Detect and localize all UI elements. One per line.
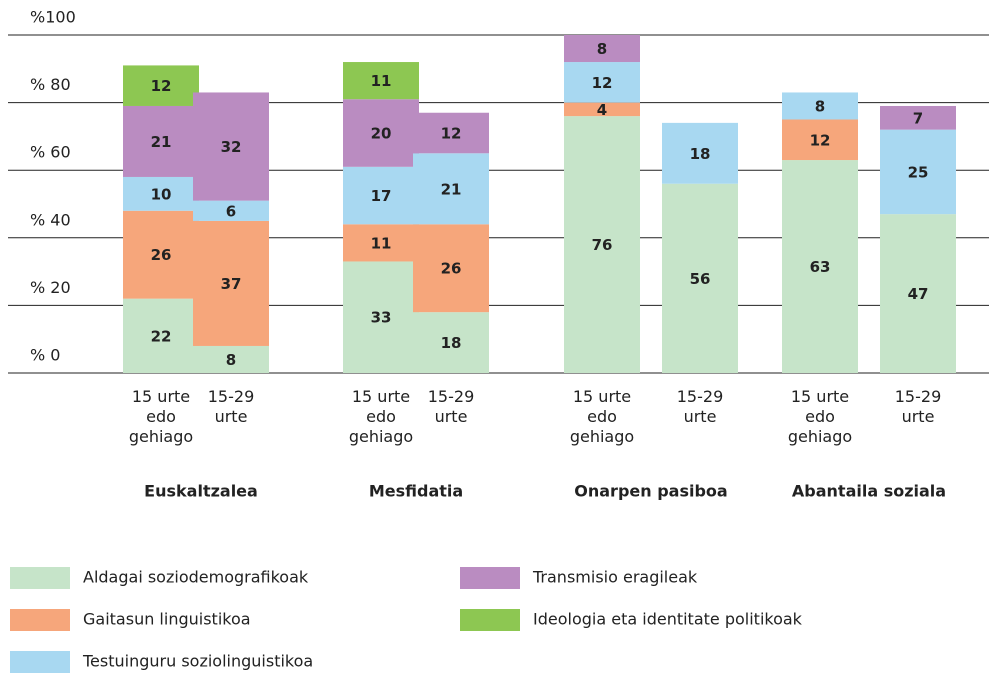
bar-segment <box>123 65 199 106</box>
x-tick-label: 15-29 urte <box>427 387 475 426</box>
y-tick-label: % 40 <box>30 210 71 229</box>
bar-segment <box>343 62 419 100</box>
bar-segment <box>343 224 419 262</box>
bar-segment <box>343 99 419 167</box>
value-label: 56 <box>690 270 711 288</box>
y-tick-label: %100 <box>30 8 76 27</box>
bar-segment <box>880 214 956 373</box>
bar-segment <box>880 129 956 215</box>
value-label: 37 <box>221 275 242 293</box>
value-label: 8 <box>226 351 236 369</box>
value-label: 12 <box>592 74 613 92</box>
value-label: 26 <box>441 260 462 278</box>
legend-swatch <box>10 609 70 631</box>
value-label: 25 <box>908 163 929 181</box>
x-tick-label: 15 urte edo gehiago <box>787 387 853 446</box>
x-tick-label: 15-29 urte <box>676 387 724 426</box>
value-label: 7 <box>913 109 923 127</box>
x-tick-label: 15-29 urte <box>894 387 942 426</box>
y-tick-label: % 0 <box>30 346 60 365</box>
value-label: 21 <box>441 180 462 198</box>
value-label: 12 <box>810 131 831 149</box>
group-label: Onarpen pasiboa <box>574 482 727 501</box>
legend-swatch <box>460 567 520 589</box>
bar-segment <box>782 92 858 120</box>
x-tick-label: 15 urte edo gehiago <box>128 387 194 446</box>
value-label: 33 <box>371 309 392 327</box>
bar-segment <box>564 116 640 374</box>
group-label: Mesfidatia <box>369 482 463 501</box>
value-label: 4 <box>597 101 607 119</box>
value-label: 8 <box>597 40 607 58</box>
bar-segment <box>662 122 738 184</box>
legend-label: Transmisio eragileak <box>532 568 698 587</box>
legend-label: Testuinguru soziolinguistikoa <box>82 652 313 671</box>
bar-segment <box>413 312 489 373</box>
bar-segment <box>123 210 199 299</box>
value-label: 63 <box>810 258 831 276</box>
bar-segment <box>782 119 858 161</box>
bar-segment <box>413 153 489 225</box>
legend-swatch <box>10 567 70 589</box>
value-label: 8 <box>815 97 825 115</box>
x-tick-label: 15 urte edo gehiago <box>348 387 414 446</box>
bar-segment <box>123 176 199 211</box>
bar-segment <box>123 105 199 177</box>
x-tick-label: 15 urte edo gehiago <box>569 387 635 446</box>
bar-segment <box>782 160 858 373</box>
value-label: 21 <box>151 133 172 151</box>
y-tick-label: % 60 <box>30 143 71 162</box>
value-label: 11 <box>371 234 392 252</box>
bar-segment <box>564 35 640 63</box>
value-label: 12 <box>151 77 172 95</box>
bar-segment <box>343 166 419 225</box>
bar-segment <box>193 92 269 201</box>
legend-label: Gaitasun linguistikoa <box>83 610 251 629</box>
value-label: 11 <box>371 72 392 90</box>
legend-swatch <box>460 609 520 631</box>
bar-segment <box>193 345 269 373</box>
bar-segment <box>193 220 269 346</box>
y-tick-label: % 20 <box>30 278 71 297</box>
group-label: Euskaltzalea <box>144 482 258 501</box>
value-label: 20 <box>371 125 392 143</box>
group-label: Abantaila soziala <box>792 482 946 501</box>
bar-segment <box>343 261 419 373</box>
legend-label: Ideologia eta identitate politikoak <box>533 610 803 629</box>
value-label: 76 <box>592 236 613 254</box>
value-label: 18 <box>441 334 462 352</box>
value-label: 6 <box>226 202 236 220</box>
legend-swatch <box>10 651 70 673</box>
y-tick-label: % 80 <box>30 75 71 94</box>
bar-segment <box>123 298 199 373</box>
value-label: 17 <box>371 187 392 205</box>
bar-segment <box>413 112 489 154</box>
value-label: 10 <box>151 185 172 203</box>
value-label: 26 <box>151 246 172 264</box>
value-label: 18 <box>690 145 711 163</box>
bar-segment <box>564 102 640 117</box>
bar-segment <box>413 224 489 313</box>
legend-label: Aldagai soziodemografikoak <box>83 568 309 587</box>
bar-segment <box>564 62 640 103</box>
value-label: 32 <box>221 138 242 156</box>
value-label: 47 <box>908 285 929 303</box>
bar-segment <box>193 200 269 221</box>
bar-segment <box>662 183 738 373</box>
bar-segment <box>880 105 956 130</box>
value-label: 12 <box>441 125 462 143</box>
x-tick-label: 15-29 urte <box>207 387 255 426</box>
value-label: 22 <box>151 327 172 345</box>
